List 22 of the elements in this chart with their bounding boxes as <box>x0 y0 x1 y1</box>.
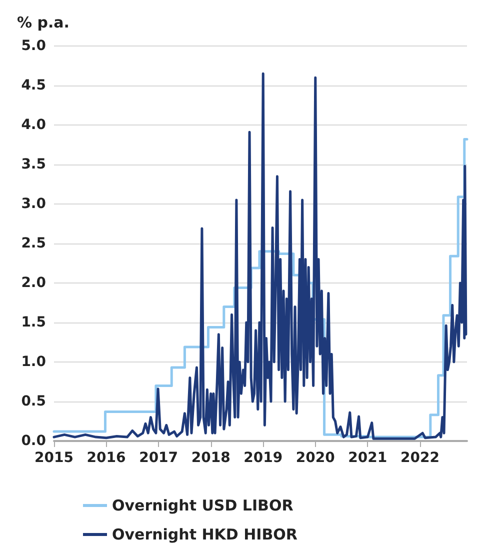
y-tick-label: 3.5 <box>21 156 46 172</box>
y-tick-label: 4.5 <box>21 78 46 94</box>
x-tick-label: 2016 <box>86 450 126 466</box>
y-tick-label: 2.5 <box>21 236 46 252</box>
y-tick-label: 1.0 <box>21 354 46 370</box>
y-tick-label: 1.5 <box>21 314 46 330</box>
y-tick-label: 0.0 <box>21 433 46 449</box>
x-tick-label: 2018 <box>191 450 230 466</box>
legend-label: Overnight USD LIBOR <box>112 496 294 514</box>
y-tick-label: 3.0 <box>21 196 46 212</box>
x-tick-label: 2021 <box>348 450 388 466</box>
x-tick-label: 2015 <box>34 450 74 466</box>
x-tick-label: 2019 <box>244 450 283 466</box>
x-tick-label: 2020 <box>296 450 336 466</box>
x-tick-label: 2022 <box>400 450 440 466</box>
x-tick-label: 2017 <box>139 450 178 466</box>
y-axis-title: % p.a. <box>17 14 70 32</box>
legend-label: Overnight HKD HIBOR <box>112 526 298 544</box>
y-tick-label: 4.0 <box>21 117 46 133</box>
y-tick-label: 2.0 <box>21 275 46 291</box>
y-tick-label: 0.5 <box>21 394 46 410</box>
y-tick-label: 5.0 <box>21 38 46 54</box>
